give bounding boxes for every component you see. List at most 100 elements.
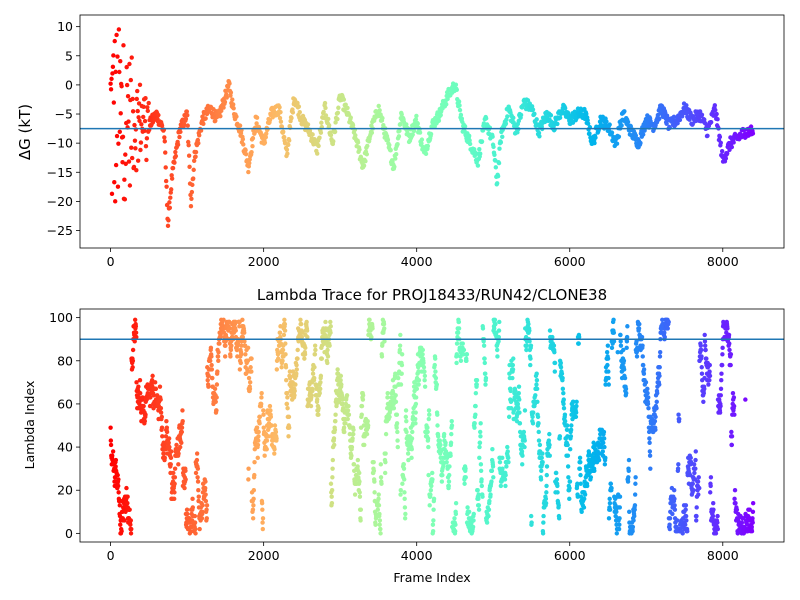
delta-g-point — [396, 134, 402, 139]
lambda-point — [129, 526, 134, 532]
lambda-point — [216, 349, 221, 355]
lambda-point — [601, 436, 607, 441]
delta-g-point — [111, 53, 116, 58]
lambda-point — [176, 462, 181, 467]
lambda-point — [750, 516, 755, 521]
lambda-point — [413, 421, 418, 426]
lambda-point — [458, 358, 464, 363]
lambda-point — [113, 457, 119, 463]
lambda-point — [402, 477, 407, 482]
lambda-point — [601, 429, 607, 435]
delta-g-point — [534, 117, 539, 122]
delta-g-point — [167, 205, 173, 210]
lambda-point — [340, 397, 345, 402]
lambda-point — [535, 414, 541, 420]
lambda-point — [699, 347, 704, 353]
delta-g-point — [142, 128, 147, 133]
delta-g-point — [146, 100, 151, 106]
lambda-point — [433, 375, 439, 381]
lambda-point — [475, 488, 480, 493]
lambda-point — [402, 496, 407, 502]
lambda-point — [413, 395, 419, 400]
delta-g-point — [475, 163, 481, 168]
lambda-point — [204, 507, 209, 512]
delta-g-point — [350, 123, 356, 128]
delta-g-y-ticks: 10 5 0 −5 −10 −15 −20 −25 — [47, 19, 80, 238]
delta-g-point — [116, 27, 122, 32]
lambda-point — [515, 401, 521, 407]
lambda-point — [194, 457, 200, 463]
delta-g-point — [159, 123, 165, 128]
lambda-point — [312, 365, 317, 370]
delta-g-point — [365, 143, 370, 149]
lambda-point — [193, 526, 198, 532]
delta-g-point — [281, 134, 287, 140]
delta-g-point — [466, 133, 472, 139]
lambda-point — [517, 397, 522, 402]
lambda-point — [284, 401, 290, 407]
lambda-point — [158, 410, 164, 415]
lambda-point — [478, 434, 483, 439]
lambda-point — [237, 367, 243, 372]
lambda-point — [626, 457, 632, 463]
lambda-point — [166, 440, 171, 445]
lambda-point — [259, 395, 264, 400]
lambda-point — [596, 457, 602, 463]
lambda-point — [164, 425, 170, 430]
y-tick-label: 100 — [49, 310, 73, 325]
lambda-point — [703, 347, 708, 353]
delta-g-point — [126, 119, 131, 124]
delta-g-point — [708, 119, 714, 125]
lambda-point — [691, 462, 697, 467]
lambda-point — [350, 436, 355, 441]
lambda-point — [504, 464, 509, 469]
lambda-point — [256, 438, 261, 443]
delta-g-point — [117, 69, 122, 75]
lambda-point — [399, 362, 405, 368]
lambda-point — [555, 490, 560, 495]
lambda-point — [711, 507, 716, 512]
delta-g-point — [341, 97, 347, 102]
lambda-point — [247, 380, 253, 385]
lambda-point — [626, 475, 631, 480]
lambda-point — [312, 375, 317, 381]
lambda-point — [517, 421, 523, 426]
lambda-point — [210, 375, 215, 381]
lambda-point — [707, 373, 713, 379]
lambda-point — [249, 356, 254, 361]
lambda-point — [428, 492, 433, 497]
delta-g-point — [557, 115, 563, 120]
lambda-point — [133, 330, 139, 335]
lambda-point — [346, 403, 351, 409]
lambda-point — [136, 384, 141, 389]
lambda-point — [494, 347, 500, 353]
delta-g-point — [126, 159, 132, 164]
x-tick-label: 0 — [107, 254, 115, 269]
lambda-point — [338, 373, 344, 379]
delta-g-point — [247, 157, 252, 162]
delta-g-point — [264, 131, 269, 136]
lambda-point — [274, 367, 280, 372]
lambda-point — [433, 356, 438, 361]
delta-g-point — [237, 123, 243, 128]
lambda-point — [632, 503, 638, 508]
lambda-point — [693, 449, 698, 454]
lambda-point — [578, 459, 583, 465]
lambda-point — [508, 399, 514, 404]
lambda-point — [733, 500, 738, 506]
lambda-point — [630, 524, 636, 530]
lambda-point — [683, 522, 688, 527]
delta-g-point — [609, 130, 615, 135]
delta-g-point — [122, 197, 128, 202]
lambda-frame — [79, 308, 785, 543]
delta-g-point — [593, 135, 598, 140]
y-tick-label: −25 — [47, 223, 73, 238]
delta-g-point — [387, 142, 392, 148]
lambda-point — [310, 371, 316, 376]
delta-g-point — [622, 109, 627, 114]
lambda-point — [699, 365, 704, 370]
delta-g-y-label: ΔG (kT) — [16, 104, 34, 160]
delta-g-point — [114, 32, 119, 38]
lambda-point — [190, 505, 195, 510]
